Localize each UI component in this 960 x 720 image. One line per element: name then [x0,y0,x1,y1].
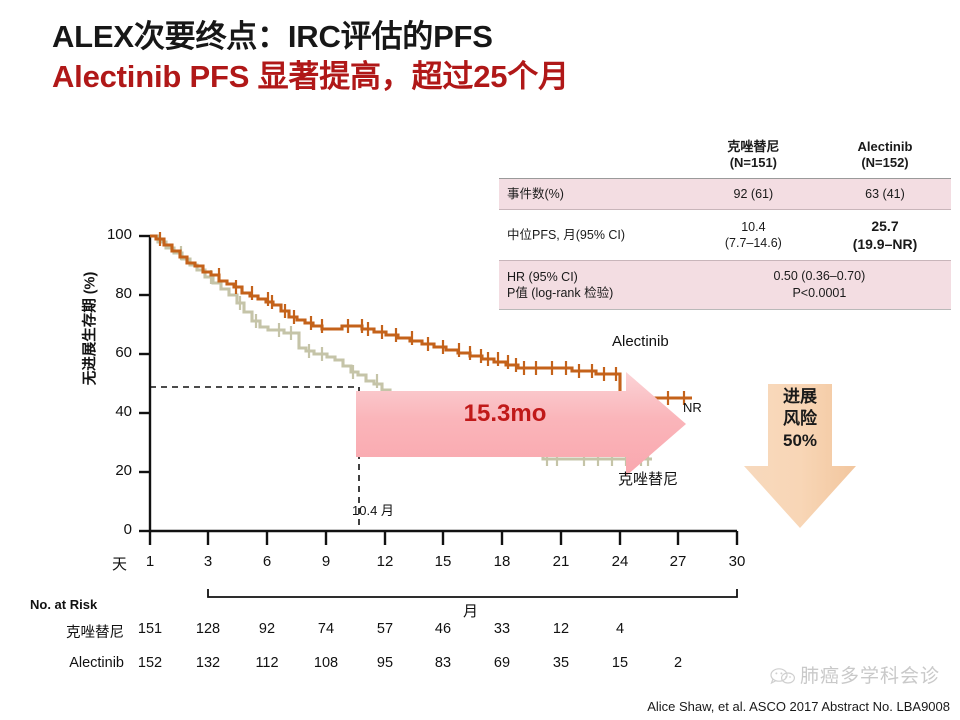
x-tick-27: 27 [669,553,687,570]
events-alectinib: 63 (41) [865,186,905,201]
badge-line-1: 进展 [783,387,817,406]
y-axis-label: 无进展生存期 (%) [82,271,99,386]
curve-label-crizotinib: 克唑替尼 [618,471,679,488]
risk-alectinib-27: 2 [673,655,683,671]
table-row-hr: HR (95% CI) P值 (log-rank 检验) 0.50 (0.36–… [499,261,951,309]
y-tick-20: 20 [115,462,132,479]
risk-crizotinib-15: 46 [434,621,452,637]
x-tick-12: 12 [376,553,394,570]
median-pfs-alectinib: 25.7 (19.9–NR) [819,210,951,260]
x-tick-9: 9 [321,553,331,570]
risk-row-label-crizotinib: 克唑替尼 [66,625,124,641]
header-alectinib-n: (N=152) [861,154,909,170]
risk-alectinib-24: 15 [611,655,629,671]
x-tick-21: 21 [552,553,570,570]
watermark-text: 肺癌多学科会诊 [799,666,940,687]
risk-crizotinib-9: 74 [317,621,335,637]
annotation-nr: NR [683,400,702,415]
header-blank [499,133,688,178]
risk-alectinib-1: 152 [137,655,163,671]
risk-alectinib-9: 108 [313,655,339,671]
annotation-15mo: 15.3mo [463,400,547,427]
risk-alectinib-21: 35 [552,655,570,671]
header-crizotinib-n: (N=151) [729,154,778,170]
risk-crizotinib-6: 92 [258,621,276,637]
row-label-hr: HR (95% CI) P值 (log-rank 检验) [499,261,688,309]
title-line-2: Alectinib PFS 显著提高，超过25个月 [52,59,569,95]
risk-alectinib-6: 112 [255,655,279,671]
curve-label-alectinib: Alectinib [612,333,669,350]
header-crizotinib: 克唑替尼 (N=151) [688,133,819,178]
wechat-icon [770,668,795,685]
x-axis-prefix-label: 天 [112,556,128,573]
risk-crizotinib-3: 128 [195,621,221,637]
hr-values: 0.50 (0.36–0.70) P<0.0001 [688,261,951,309]
row-label-median-pfs: 中位PFS, 月(95% CI) [507,228,626,243]
x-tick-30: 30 [728,553,746,570]
risk-alectinib-3: 132 [195,655,221,671]
table-rule [499,260,951,262]
header-crizotinib-name: 克唑替尼 [727,139,780,154]
title-line-1: ALEX次要终点：IRC评估的PFS [52,19,493,54]
hr-value: 0.50 (0.36–0.70) [773,269,866,284]
risk-crizotinib-12: 57 [376,621,394,637]
annotation-median-crizotinib: 10.4 月 [352,503,394,518]
events-crizotinib: 92 (61) [733,186,774,201]
table-row-median-pfs: 中位PFS, 月(95% CI) 10.4 (7.7–14.6) 25.7 (1… [499,209,951,261]
risk-crizotinib-18: 33 [493,621,511,637]
row-label-events: 事件数(%) [507,186,564,201]
x-tick-15: 15 [434,553,452,570]
page-title: ALEX次要终点：IRC评估的PFS Alectinib PFS 显著提高，超过… [52,18,812,97]
footer-citation: Alice Shaw, et al. ASCO 2017 Abstract No… [647,699,950,714]
table-row-events: 事件数(%) 92 (61) 63 (41) [499,178,951,209]
risk-alectinib-12: 95 [376,655,394,671]
x-tick-6: 6 [262,553,272,570]
badge-line-3: 50% [782,430,818,450]
risk-crizotinib-21: 12 [552,621,570,637]
reference-lines [150,386,360,531]
risk-crizotinib-1: 151 [137,621,163,637]
median-pfs-alectinib-ci: (19.9–NR) [852,236,918,253]
median-pfs-crizotinib-ci: (7.7–14.6) [724,236,782,251]
summary-table: 克唑替尼 (N=151) Alectinib (N=152) 事件数(%) 92… [499,133,951,310]
badge-progression-risk-text: 进展 风险 50% [760,386,840,451]
table-rule [499,208,951,210]
hr-label: HR (95% CI) [507,269,578,284]
month-bracket [207,589,738,598]
badge-line-2: 风险 [783,408,817,428]
y-tick-40: 40 [115,403,132,420]
watermark: 肺癌多学科会诊 [770,661,940,688]
x-tick-24: 24 [611,553,629,570]
x-axis-label: 月 [463,603,479,620]
median-pfs-crizotinib: 10.4 (7.7–14.6) [688,210,819,260]
x-tick-18: 18 [493,553,511,570]
y-tick-0: 0 [123,521,132,538]
table-rule [499,177,951,179]
table-rule [499,308,951,310]
x-tick-1: 1 [145,553,155,570]
table-header-row: 克唑替尼 (N=151) Alectinib (N=152) [499,133,951,178]
median-pfs-alectinib-value: 25.7 [871,217,899,234]
x-tick-3: 3 [203,553,213,570]
risk-alectinib-18: 69 [493,655,511,671]
y-tick-80: 80 [115,285,132,302]
median-pfs-crizotinib-value: 10.4 [741,219,766,234]
risk-crizotinib-24: 4 [615,621,625,637]
pvalue-value: P<0.0001 [792,286,847,301]
pvalue-label: P值 (log-rank 检验) [507,286,614,301]
no-at-risk-title: No. at Risk [30,597,98,612]
header-alectinib: Alectinib (N=152) [819,133,951,178]
risk-alectinib-15: 83 [434,655,452,671]
risk-row-label-alectinib: Alectinib [69,655,124,671]
y-tick-100: 100 [106,226,132,243]
header-alectinib-name: Alectinib [857,139,913,154]
y-tick-60: 60 [115,344,132,361]
